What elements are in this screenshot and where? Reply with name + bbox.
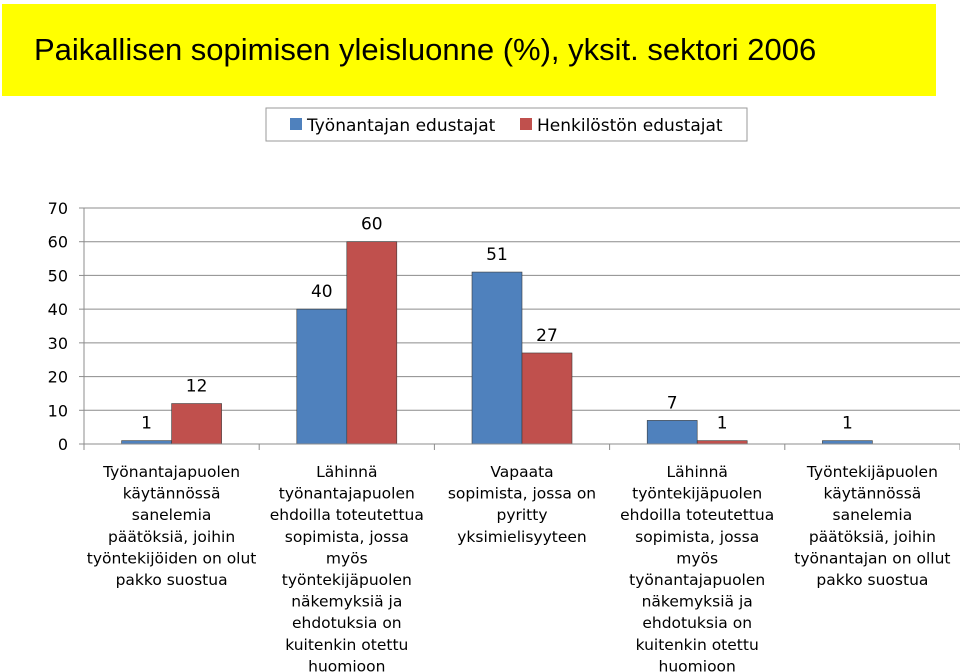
bars xyxy=(121,241,873,445)
page-title: Paikallisen sopimisen yleisluonne (%), y… xyxy=(34,32,817,67)
data-label: 51 xyxy=(486,245,508,265)
bar xyxy=(646,420,698,445)
y-tick-label: 10 xyxy=(48,401,68,420)
y-axis-ticks: 0 10 20 30 40 50 60 70 xyxy=(48,199,85,454)
data-label: 1 xyxy=(717,414,728,434)
data-label: 1 xyxy=(141,414,152,434)
legend-swatch xyxy=(290,118,302,130)
bar xyxy=(121,440,172,445)
bar xyxy=(471,271,523,445)
data-label: 40 xyxy=(311,282,333,302)
data-label: 1 xyxy=(842,414,853,434)
category-label: Työnantajapuolen käytännössä sanelemia päät… xyxy=(87,463,257,589)
bar xyxy=(521,352,573,445)
legend-swatch xyxy=(520,118,532,130)
y-tick-label: 0 xyxy=(58,435,68,454)
legend-label: Työnantajan edustajat xyxy=(306,116,496,136)
bar xyxy=(822,440,873,445)
bar xyxy=(171,403,222,445)
category-label: Työntekijäpuolen käytännössä sanelemia päät… xyxy=(794,463,950,589)
y-tick-label: 30 xyxy=(48,334,68,353)
y-tick-label: 60 xyxy=(48,233,68,252)
x-axis xyxy=(83,443,960,450)
data-label: 12 xyxy=(186,377,208,397)
bar xyxy=(296,308,348,445)
bar xyxy=(346,241,398,445)
category-labels: Työnantajapuolen käytännössä sanelemia päät… xyxy=(87,463,951,672)
legend: Työnantajan edustajat Henkilöstön edustaj… xyxy=(265,107,748,142)
y-tick-label: 40 xyxy=(48,300,68,319)
data-label: 27 xyxy=(536,326,558,346)
bar xyxy=(696,440,748,445)
category-label: Vapaata sopimista, jossa on pyritty yksimie… xyxy=(448,463,596,546)
category-label: Lähinnä työntekijäpuolen ehdoilla toteutet… xyxy=(620,463,774,672)
legend-box xyxy=(265,107,748,142)
data-label: 7 xyxy=(667,393,678,413)
y-tick-label: 70 xyxy=(48,199,68,218)
title-bar: Paikallisen sopimisen yleisluonne (%), y… xyxy=(2,4,936,96)
data-labels: 1 40 51 7 1 12 60 27 1 xyxy=(141,215,853,434)
legend-label: Henkilöstön edustajat xyxy=(537,116,723,136)
data-label: 60 xyxy=(361,215,383,235)
category-label: Lähinnä työnantajapuolen ehdoilla toteutet… xyxy=(270,463,424,672)
y-tick-label: 20 xyxy=(48,368,68,387)
y-tick-label: 50 xyxy=(48,266,68,285)
